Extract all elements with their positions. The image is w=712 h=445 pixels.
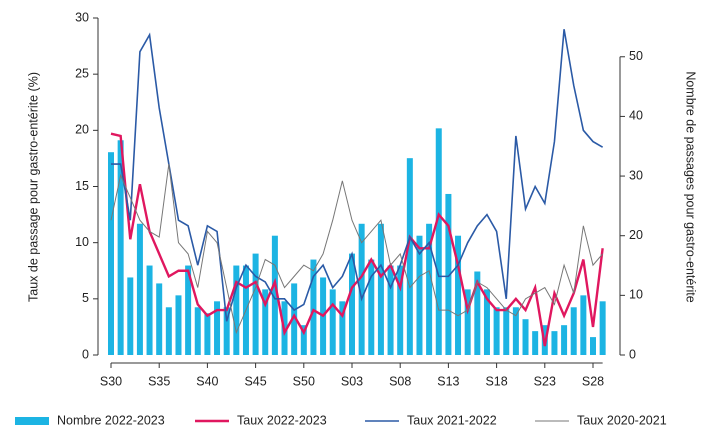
- bar: [233, 265, 240, 355]
- y-tick-label: 15: [75, 179, 89, 193]
- legend-label: Taux 2021-2022: [407, 413, 497, 427]
- y2-tick-label: 30: [629, 168, 643, 182]
- x-tick-label: S13: [437, 374, 459, 388]
- line: [110, 132, 604, 347]
- bar: [223, 307, 230, 355]
- bar: [522, 319, 529, 355]
- x-tick-label: S35: [148, 374, 170, 388]
- bar: [445, 193, 452, 355]
- bar: [136, 223, 143, 355]
- bar: [339, 301, 346, 355]
- x-tick-label: S50: [293, 374, 315, 388]
- bar: [185, 265, 192, 355]
- line: [111, 29, 604, 322]
- bar: [483, 289, 490, 355]
- bar: [532, 331, 539, 355]
- bar: [416, 235, 423, 355]
- bar: [455, 235, 462, 355]
- bar: [358, 223, 365, 355]
- x-tick-label: S40: [196, 374, 218, 388]
- bar: [271, 235, 278, 355]
- bar: [435, 128, 442, 355]
- bar: [204, 313, 211, 355]
- bar: [397, 265, 404, 355]
- bar: [175, 295, 182, 355]
- y2-tick-label: 20: [629, 228, 643, 242]
- bar: [599, 301, 606, 355]
- bar: [580, 295, 587, 355]
- bar: [262, 289, 269, 355]
- line: [110, 163, 604, 335]
- x-tick-label: S23: [534, 374, 556, 388]
- y-tick-label: 25: [75, 66, 89, 80]
- bar: [493, 307, 500, 355]
- x-tick-label: S18: [485, 374, 507, 388]
- bar: [291, 283, 298, 355]
- bar: [561, 325, 568, 355]
- bar: [214, 301, 221, 355]
- legend-label: Nombre 2022-2023: [57, 413, 165, 427]
- bar: [551, 331, 558, 355]
- bar: [310, 259, 317, 355]
- legend-label: Taux 2022-2023: [237, 413, 327, 427]
- y2-tick-label: 50: [629, 49, 643, 63]
- bar: [512, 307, 519, 355]
- bar: [117, 140, 124, 355]
- bar: [368, 259, 375, 355]
- x-tick-label: S45: [244, 374, 266, 388]
- bar: [377, 223, 384, 355]
- y-tick-label: 0: [82, 347, 89, 361]
- bar: [300, 325, 307, 355]
- bar: [146, 265, 153, 355]
- legend-label: Taux 2020-2021: [577, 413, 667, 427]
- x-tick-label: S08: [389, 374, 411, 388]
- y-tick-label: 20: [75, 123, 89, 137]
- bar: [406, 158, 413, 355]
- x-tick-label: S03: [341, 374, 363, 388]
- y-tick-label: 30: [75, 10, 89, 24]
- bar: [570, 307, 577, 355]
- y2-tick-label: 40: [629, 109, 643, 123]
- bar: [503, 307, 510, 355]
- x-tick-label: S28: [582, 374, 604, 388]
- bar: [127, 277, 134, 355]
- bar: [252, 253, 259, 355]
- y2-tick-label: 10: [629, 288, 643, 302]
- bar: [426, 223, 433, 355]
- y-axis-title: Taux de passage pour gastro-entérite (%): [26, 72, 40, 302]
- bar: [590, 337, 596, 355]
- bar: [156, 283, 163, 355]
- bar: [474, 271, 481, 355]
- bar: [165, 307, 172, 355]
- bar: [108, 152, 114, 355]
- y2-axis-title: Nombre de passages pour gastro-entérite: [684, 71, 698, 302]
- x-tick-label: S30: [100, 374, 122, 388]
- bar: [329, 289, 336, 355]
- legend-swatch: [15, 417, 49, 425]
- bar: [464, 289, 471, 355]
- bar: [349, 253, 355, 355]
- y-tick-label: 10: [75, 235, 89, 249]
- y-tick-label: 5: [82, 291, 89, 305]
- bar: [194, 307, 201, 355]
- bar: [387, 265, 394, 355]
- y2-tick-label: 0: [629, 347, 636, 361]
